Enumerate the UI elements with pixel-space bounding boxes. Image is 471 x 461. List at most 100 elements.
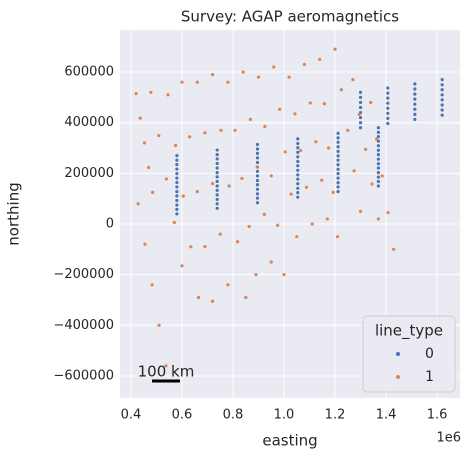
point — [296, 137, 300, 141]
x-tick-label: 1.0 — [274, 408, 295, 423]
point — [215, 175, 219, 179]
point — [215, 202, 219, 206]
point — [233, 128, 237, 132]
point — [175, 158, 179, 162]
x-tick-label: 1.6 — [427, 408, 448, 423]
point — [164, 364, 168, 368]
point — [218, 232, 222, 236]
point — [327, 146, 331, 150]
point — [346, 128, 350, 132]
point — [157, 323, 161, 327]
point — [215, 188, 219, 192]
point — [175, 212, 179, 216]
point — [136, 202, 140, 206]
point — [219, 128, 223, 132]
point — [440, 83, 444, 87]
point — [175, 207, 179, 211]
point — [376, 217, 380, 221]
point — [352, 169, 356, 173]
point — [263, 124, 267, 129]
point — [150, 283, 154, 287]
point — [226, 283, 230, 287]
point — [175, 162, 179, 167]
point — [376, 157, 380, 161]
point — [296, 190, 300, 195]
legend: line_type 0 1 — [362, 315, 456, 393]
point — [413, 87, 417, 91]
point — [138, 116, 142, 120]
point — [386, 211, 390, 215]
point — [296, 146, 300, 150]
point — [295, 235, 299, 239]
y-tick-label: 400000 — [64, 115, 114, 130]
point — [254, 273, 258, 277]
point — [293, 112, 297, 116]
x-tick-label: 1.2 — [325, 408, 346, 423]
point — [296, 177, 300, 181]
point — [255, 147, 260, 151]
point — [180, 264, 184, 268]
y-tick-label: 200000 — [64, 166, 114, 181]
point — [255, 201, 260, 205]
point — [255, 156, 260, 160]
point — [322, 102, 326, 106]
point — [386, 86, 390, 90]
point — [376, 184, 380, 188]
point — [358, 90, 363, 94]
point — [210, 72, 215, 77]
legend-marker — [396, 375, 400, 379]
point — [376, 179, 380, 184]
point — [325, 217, 329, 221]
point — [149, 90, 153, 94]
point — [196, 295, 201, 300]
point — [440, 78, 444, 82]
point — [386, 101, 390, 105]
point — [413, 92, 417, 96]
point — [255, 196, 260, 200]
point — [180, 80, 184, 84]
point — [244, 295, 248, 300]
point — [296, 159, 300, 164]
marks — [134, 47, 444, 368]
point — [392, 247, 396, 251]
x-tick-label: 0.4 — [121, 408, 142, 423]
point — [440, 103, 444, 107]
point — [269, 174, 273, 178]
point — [240, 176, 244, 181]
grid — [120, 30, 460, 398]
chart-title: Survey: AGAP aeromagnetics — [181, 8, 399, 26]
point — [440, 98, 444, 102]
point — [215, 197, 219, 202]
legend-title: line_type — [375, 322, 443, 341]
point — [255, 174, 260, 178]
point — [215, 184, 219, 188]
point — [289, 192, 293, 196]
point — [175, 167, 179, 171]
point — [336, 167, 340, 171]
point — [276, 223, 280, 227]
point — [296, 155, 300, 159]
point — [333, 47, 337, 51]
point — [255, 160, 260, 165]
point — [166, 93, 170, 97]
point — [336, 136, 340, 140]
point — [336, 131, 340, 135]
point — [175, 198, 179, 203]
point — [376, 175, 380, 179]
point — [175, 176, 179, 180]
point — [376, 166, 380, 170]
point — [310, 222, 314, 226]
point — [413, 97, 417, 101]
point — [413, 107, 417, 111]
point — [269, 260, 273, 264]
point — [215, 166, 219, 170]
point — [272, 65, 276, 69]
point — [215, 153, 219, 157]
point — [175, 189, 179, 194]
point — [440, 113, 444, 117]
point — [181, 194, 185, 198]
point — [376, 135, 380, 139]
point — [142, 141, 147, 145]
point — [320, 178, 324, 182]
point — [157, 134, 161, 138]
